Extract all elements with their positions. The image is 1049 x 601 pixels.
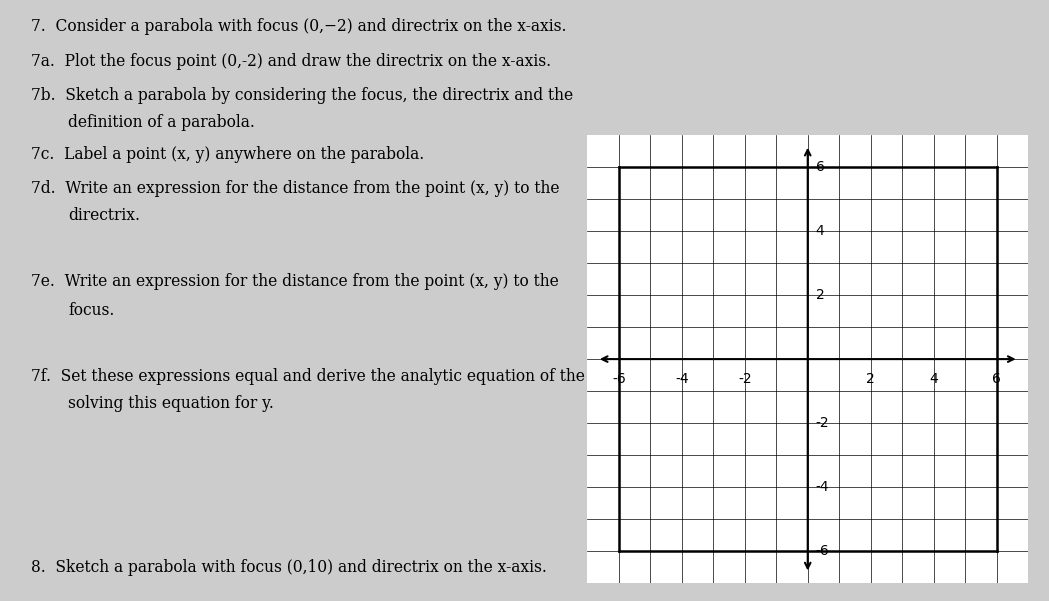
Text: 7d.  Write an expression for the distance from the point (x, y) to the: 7d. Write an expression for the distance… <box>31 180 560 197</box>
Text: focus.: focus. <box>68 302 114 319</box>
Text: 6: 6 <box>992 372 1001 386</box>
Text: -2: -2 <box>816 416 829 430</box>
Text: 7.  Consider a parabola with focus (0,−2) and directrix on the x-axis.: 7. Consider a parabola with focus (0,−2)… <box>31 18 566 35</box>
Text: 4: 4 <box>816 224 825 238</box>
Text: -6: -6 <box>612 372 626 386</box>
Text: 4: 4 <box>929 372 938 386</box>
Text: 8.  Sketch a parabola with focus (0,10) and directrix on the x-axis.: 8. Sketch a parabola with focus (0,10) a… <box>31 559 548 576</box>
Text: 7a.  Plot the focus point (0,-2) and draw the directrix on the x-axis.: 7a. Plot the focus point (0,-2) and draw… <box>31 53 552 70</box>
Text: -4: -4 <box>816 480 829 494</box>
Text: 7e.  Write an expression for the distance from the point (x, y) to the: 7e. Write an expression for the distance… <box>31 273 559 290</box>
Text: -4: -4 <box>676 372 688 386</box>
Text: -2: -2 <box>738 372 751 386</box>
Text: solving this equation for y.: solving this equation for y. <box>68 395 274 412</box>
Text: definition of a parabola.: definition of a parabola. <box>68 114 255 131</box>
Text: 2: 2 <box>866 372 875 386</box>
Text: 2: 2 <box>816 288 825 302</box>
Text: 6: 6 <box>816 160 825 174</box>
Text: 7c.  Label a point (x, y) anywhere on the parabola.: 7c. Label a point (x, y) anywhere on the… <box>31 146 425 163</box>
Text: -6: -6 <box>816 544 830 558</box>
Text: 7f.  Set these expressions equal and derive the analytic equation of the parabol: 7f. Set these expressions equal and deri… <box>31 368 682 385</box>
Text: 7b.  Sketch a parabola by considering the focus, the directrix and the: 7b. Sketch a parabola by considering the… <box>31 87 574 103</box>
Text: directrix.: directrix. <box>68 207 141 224</box>
